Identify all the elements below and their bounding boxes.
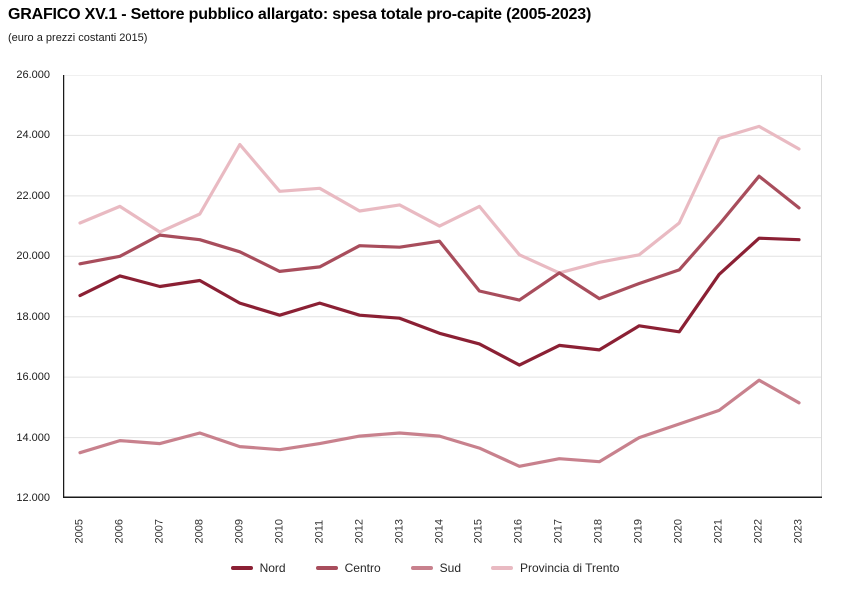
legend-marker-nord [230, 566, 253, 570]
plot-area [63, 75, 822, 498]
legend-marker-centro [315, 566, 338, 570]
x-tick-label: 2022 [752, 519, 765, 544]
legend-marker-provincia-di-trento [491, 566, 513, 570]
y-tick-label: 12.000 [16, 492, 50, 504]
legend-item-sud: Sud [410, 561, 461, 575]
x-tick-label: 2009 [233, 519, 246, 544]
x-tick-label: 2007 [153, 519, 166, 544]
x-tick-label: 2014 [433, 519, 445, 544]
y-tick-label: 26.000 [16, 69, 50, 81]
x-tick-label: 2019 [632, 519, 645, 544]
legend-label-centro: Centro [344, 561, 381, 575]
x-tick-label: 2015 [472, 519, 485, 544]
chart-legend: Nord Centro Sud Provincia di Trento [0, 561, 850, 575]
series-line-centro [78, 174, 801, 302]
x-tick-label: 2010 [273, 519, 286, 544]
x-tick-label: 2018 [592, 519, 605, 544]
x-tick-label: 2021 [712, 519, 725, 544]
y-tick-label: 24.000 [16, 129, 50, 142]
chart-subtitle: (euro a prezzi costanti 2015) [8, 32, 148, 44]
series-line-provincia-di-trento [78, 124, 801, 275]
x-tick-label: 2012 [353, 519, 366, 544]
legend-item-nord: Nord [230, 561, 286, 575]
x-tick-label: 2016 [512, 519, 525, 544]
legend-item-centro: Centro [315, 561, 381, 575]
x-tick-label: 2020 [672, 519, 685, 544]
y-tick-label: 22.000 [16, 189, 50, 202]
x-tick-label: 2023 [792, 519, 805, 544]
x-tick-label: 2006 [113, 519, 126, 544]
x-tick-label: 2005 [73, 519, 86, 544]
legend-marker-sud [410, 566, 433, 570]
series-line-nord [78, 236, 801, 367]
x-tick-label: 2008 [193, 519, 206, 544]
legend-label-provincia-di-trento: Provincia di Trento [520, 561, 620, 575]
legend-item-provincia-di-trento: Provincia di Trento [491, 561, 619, 575]
x-tick-label: 2011 [313, 519, 326, 544]
x-tick-label: 2013 [393, 519, 406, 544]
y-tick-label: 14.000 [16, 431, 50, 444]
legend-label-nord: Nord [259, 561, 286, 575]
series-line-sud [78, 378, 801, 468]
chart-title: GRAFICO XV.1 - Settore pubblico allargat… [8, 6, 592, 23]
y-tick-label: 16.000 [16, 371, 50, 384]
y-tick-label: 18.000 [16, 310, 50, 323]
legend-label-sud: Sud [439, 561, 461, 575]
x-tick-label: 2017 [552, 519, 565, 544]
y-tick-label: 20.000 [16, 250, 50, 263]
